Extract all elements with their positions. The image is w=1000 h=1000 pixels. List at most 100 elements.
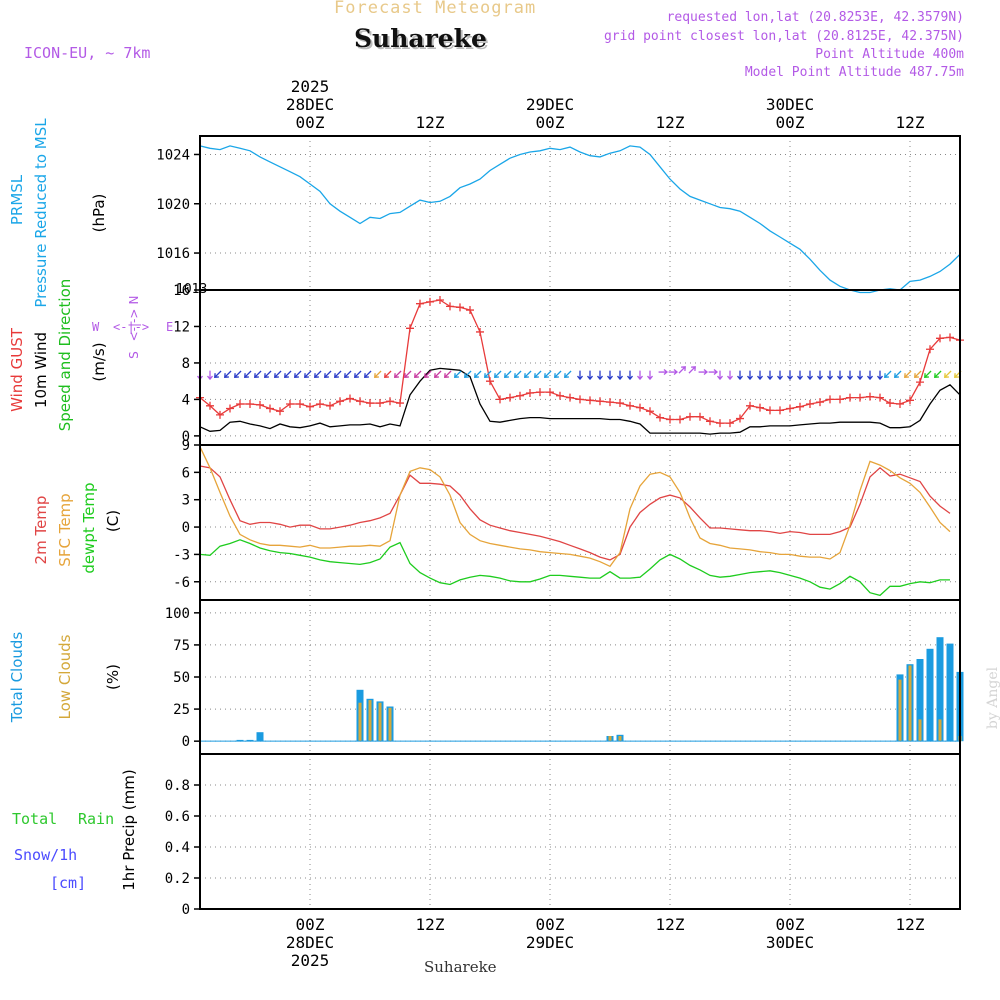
gust-marker bbox=[576, 395, 584, 404]
low-cloud-bar bbox=[618, 736, 622, 742]
gust-marker bbox=[326, 401, 334, 410]
total-cloud-bar bbox=[246, 739, 254, 742]
gust-marker bbox=[896, 399, 904, 408]
wind-direction-arrow bbox=[534, 370, 542, 379]
wind-direction-arrow bbox=[797, 370, 803, 381]
temp-unit: (C) bbox=[104, 510, 122, 532]
wind-direction-arrow bbox=[597, 370, 603, 381]
y-tick-label: 3 bbox=[182, 493, 190, 509]
wind-direction-arrow bbox=[224, 370, 232, 379]
dewpt-temp-line bbox=[199, 539, 950, 597]
top-time-label: 30DEC bbox=[766, 95, 814, 114]
wind-direction-arrow bbox=[747, 370, 753, 381]
y-tick-label: 75 bbox=[173, 638, 190, 654]
y-tick-label: 0.2 bbox=[165, 871, 190, 887]
low-cloud-bar bbox=[368, 700, 372, 742]
wind-direction-arrow bbox=[737, 370, 743, 381]
total-cloud-bar bbox=[926, 648, 934, 742]
bottom-time-label: 28DEC bbox=[286, 933, 334, 952]
wind-direction-arrow bbox=[414, 370, 422, 379]
top-time-label: 12Z bbox=[416, 113, 445, 132]
total-cloud-bar bbox=[236, 739, 244, 742]
low-cloud-bar bbox=[358, 702, 362, 742]
credit-watermark: by Angel bbox=[985, 666, 1000, 730]
gust-marker bbox=[756, 403, 764, 412]
gust-marker bbox=[606, 398, 614, 407]
pressure-unit: (hPa) bbox=[90, 194, 108, 233]
compass-s: S bbox=[127, 351, 141, 359]
y-tick-label: 16 bbox=[173, 283, 190, 299]
wind-direction-arrow bbox=[587, 370, 593, 381]
wind-direction-arrow bbox=[894, 370, 902, 379]
gust-marker bbox=[466, 306, 474, 315]
wind-direction-arrow bbox=[777, 370, 783, 381]
y-tick-label: 100 bbox=[165, 606, 190, 622]
gust-marker bbox=[536, 388, 544, 397]
wind-direction-arrow bbox=[857, 370, 863, 381]
wind-unit: (m/s) bbox=[90, 342, 108, 381]
total-cloud-bar bbox=[256, 732, 264, 742]
gust-marker bbox=[526, 389, 534, 398]
gust-marker bbox=[636, 403, 644, 412]
panel-frame bbox=[199, 753, 961, 910]
gust-marker bbox=[366, 399, 374, 408]
bottom-time-label: 00Z bbox=[296, 915, 325, 934]
wind-direction-arrow bbox=[404, 370, 412, 379]
top-time-label: 28DEC bbox=[286, 95, 334, 114]
wind-direction-arrow bbox=[668, 369, 679, 376]
low-cloud-bar bbox=[908, 665, 912, 742]
gust-marker bbox=[336, 397, 344, 406]
precip-unit: 1hr Precip (mm) bbox=[120, 769, 138, 890]
y-tick-label: 1016 bbox=[156, 246, 190, 262]
dewpt-label: dewpt Temp bbox=[80, 482, 98, 573]
compass-arrow: <-|-> bbox=[113, 320, 149, 334]
gust-marker bbox=[356, 397, 364, 406]
gust-marker bbox=[776, 406, 784, 415]
total-cloud-bar bbox=[936, 637, 944, 742]
gust-marker bbox=[906, 396, 914, 405]
gust-marker bbox=[676, 415, 684, 424]
wind-direction-arrow bbox=[314, 370, 322, 379]
gust-marker bbox=[886, 399, 894, 408]
wind-direction-arrow bbox=[364, 370, 372, 379]
wind-direction-arrow bbox=[444, 370, 452, 379]
top-time-label: 12Z bbox=[656, 113, 685, 132]
wind-direction-arrow bbox=[334, 370, 342, 379]
wind-direction-arrow bbox=[617, 370, 623, 381]
wind-direction-arrow bbox=[544, 370, 552, 379]
wind-direction-arrow bbox=[494, 370, 502, 379]
top-time-label: 29DEC bbox=[526, 95, 574, 114]
wind-direction-arrow bbox=[554, 370, 562, 379]
wind-direction-arrow bbox=[944, 370, 952, 379]
footer-location: Suhareke bbox=[424, 958, 497, 976]
gust-marker bbox=[816, 398, 824, 407]
top-time-label: 00Z bbox=[296, 113, 325, 132]
wind-direction-arrow bbox=[924, 370, 932, 379]
y-tick-label: -3 bbox=[173, 547, 190, 563]
wind-direction-arrow bbox=[647, 370, 653, 381]
gust-marker bbox=[516, 391, 524, 400]
point-altitude: Point Altitude 400m bbox=[815, 47, 964, 62]
tsfc-label: SFC Temp bbox=[56, 493, 74, 566]
wind-direction-arrow bbox=[637, 370, 643, 381]
wind-direction-arrow bbox=[708, 369, 719, 376]
wind-direction-arrow bbox=[678, 366, 686, 374]
wind-direction-arrow bbox=[464, 370, 472, 379]
y-tick-label: 0 bbox=[182, 520, 190, 536]
wind-direction-arrow bbox=[698, 369, 709, 376]
gust-marker bbox=[696, 412, 704, 421]
location-title: Suhareke bbox=[354, 24, 487, 53]
wind-direction-arrow bbox=[717, 370, 723, 381]
wind-direction-arrow bbox=[384, 370, 392, 379]
wind-gust-line bbox=[199, 299, 961, 424]
wind-direction-arrow bbox=[877, 370, 883, 381]
prmsl-line bbox=[199, 145, 961, 294]
low-cloud-bar bbox=[608, 736, 612, 742]
low-cloud-bar bbox=[918, 719, 922, 742]
compass-w: W bbox=[92, 320, 100, 334]
y-tick-label: -6 bbox=[173, 575, 190, 591]
gust-marker bbox=[386, 397, 394, 406]
gust-marker bbox=[446, 302, 454, 311]
gust-marker bbox=[566, 393, 574, 402]
